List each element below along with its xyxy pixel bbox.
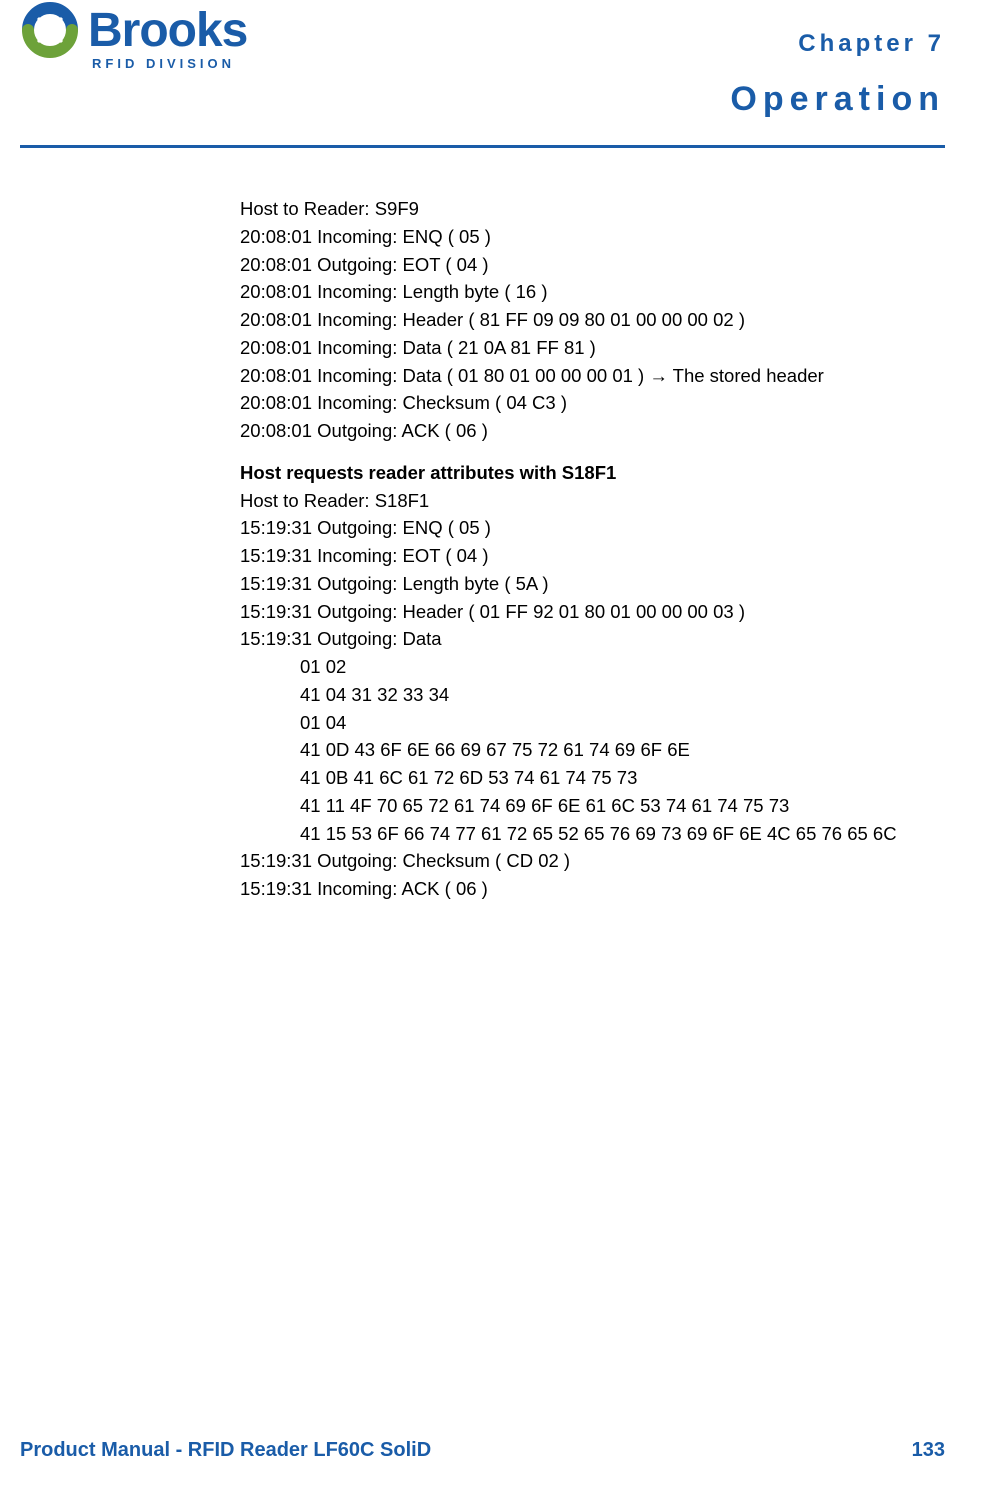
log-line: 20:08:01 Incoming: Data ( 21 0A 81 FF 81…: [240, 334, 965, 362]
log-line: 15:19:31 Outgoing: Data: [240, 625, 965, 653]
log-line: 15:19:31 Incoming: ACK ( 06 ): [240, 875, 965, 903]
header-rule: [20, 145, 945, 148]
chapter-label: Chapter 7: [798, 30, 945, 58]
log-line: 20:08:01 Incoming: Header ( 81 FF 09 09 …: [240, 306, 965, 334]
spacer: [240, 445, 965, 459]
data-line: 41 0D 43 6F 6E 66 69 67 75 72 61 74 69 6…: [240, 736, 965, 764]
logo-main: Brooks: [20, 0, 247, 60]
body-content: Host to Reader: S9F9 20:08:01 Incoming: …: [240, 195, 965, 903]
log-line: 15:19:31 Outgoing: Checksum ( CD 02 ): [240, 847, 965, 875]
log-line: 15:19:31 Outgoing: Header ( 01 FF 92 01 …: [240, 598, 965, 626]
log-line: 20:08:01 Outgoing: ACK ( 06 ): [240, 417, 965, 445]
logo-subtitle: RFID DIVISION: [92, 56, 247, 71]
log-line: 20:08:01 Incoming: Data ( 01 80 01 00 00…: [240, 362, 965, 390]
page-footer: Product Manual - RFID Reader LF60C SoliD…: [20, 1439, 945, 1462]
data-line: 41 04 31 32 33 34: [240, 681, 965, 709]
block1-heading: Host to Reader: S9F9: [240, 195, 965, 223]
page-title: Operation: [730, 80, 945, 119]
block2-heading: Host requests reader attributes with S18…: [240, 459, 965, 487]
data-line: 41 0B 41 6C 61 72 6D 53 74 61 74 75 73: [240, 764, 965, 792]
data-line: 41 15 53 6F 66 74 77 61 72 65 52 65 76 6…: [240, 820, 965, 848]
data-line: 01 02: [240, 653, 965, 681]
log-line: 15:19:31 Outgoing: ENQ ( 05 ): [240, 514, 965, 542]
log-line: 20:08:01 Incoming: Length byte ( 16 ): [240, 278, 965, 306]
log-line: 15:19:31 Incoming: EOT ( 04 ): [240, 542, 965, 570]
page-number: 133: [912, 1439, 945, 1462]
logo-text: Brooks: [88, 3, 247, 58]
log-line: 20:08:01 Outgoing: EOT ( 04 ): [240, 251, 965, 279]
data-line: 41 11 4F 70 65 72 61 74 69 6F 6E 61 6C 5…: [240, 792, 965, 820]
page-header: Brooks RFID DIVISION Chapter 7 Operation: [0, 0, 1005, 160]
log-line: 15:19:31 Outgoing: Length byte ( 5A ): [240, 570, 965, 598]
log-line: 20:08:01 Incoming: Checksum ( 04 C3 ): [240, 389, 965, 417]
footer-title: Product Manual - RFID Reader LF60C SoliD: [20, 1439, 431, 1462]
logo-mark-icon: [20, 0, 80, 60]
data-line: 01 04: [240, 709, 965, 737]
log-line: 20:08:01 Incoming: ENQ ( 05 ): [240, 223, 965, 251]
block2-subheading: Host to Reader: S18F1: [240, 487, 965, 515]
logo: Brooks RFID DIVISION: [20, 0, 247, 71]
